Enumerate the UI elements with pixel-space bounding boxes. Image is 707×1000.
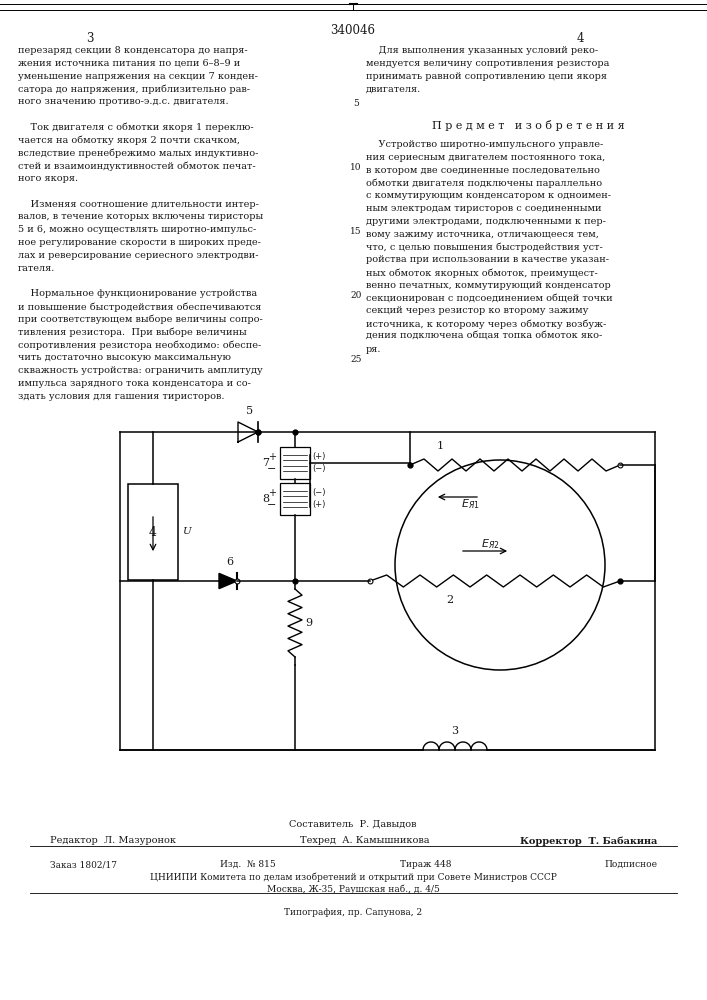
- Text: здать условия для гашения тиристоров.: здать условия для гашения тиристоров.: [18, 392, 225, 401]
- Text: −: −: [267, 500, 276, 510]
- Text: 6: 6: [226, 557, 233, 567]
- Text: гателя.: гателя.: [18, 264, 55, 273]
- Text: +: +: [268, 452, 276, 462]
- Text: мендуется величину сопротивления резистора: мендуется величину сопротивления резисто…: [366, 59, 609, 68]
- Text: ного значению противо-э.д.с. двигателя.: ного значению противо-э.д.с. двигателя.: [18, 97, 228, 106]
- Text: чается на обмотку якоря 2 почти скачком,: чается на обмотку якоря 2 почти скачком,: [18, 136, 240, 145]
- Text: лах и реверсирование сериесного электродви-: лах и реверсирование сериесного электрод…: [18, 251, 259, 260]
- Text: 10: 10: [350, 163, 362, 172]
- Text: тивления резистора.  При выборе величины: тивления резистора. При выборе величины: [18, 328, 247, 337]
- Text: с коммутирующим конденсатором к одноимен-: с коммутирующим конденсатором к одноимен…: [366, 191, 611, 200]
- Text: Нормальное функционирование устройства: Нормальное функционирование устройства: [18, 289, 257, 298]
- Text: 9: 9: [305, 618, 312, 628]
- Text: 4: 4: [576, 32, 584, 45]
- Text: 5: 5: [247, 406, 254, 416]
- Text: 1: 1: [436, 441, 443, 451]
- Text: скважность устройства: ограничить амплитуду: скважность устройства: ограничить амплит…: [18, 366, 263, 375]
- Text: 20: 20: [350, 291, 362, 300]
- Text: $E_{Я1}$: $E_{Я1}$: [461, 497, 479, 511]
- Text: валов, в течение которых включены тиристоры: валов, в течение которых включены тирист…: [18, 212, 263, 221]
- Text: другими электродами, подключенными к пер-: другими электродами, подключенными к пер…: [366, 217, 606, 226]
- Text: $E_{Я2}$: $E_{Я2}$: [481, 537, 499, 551]
- Polygon shape: [238, 422, 258, 442]
- Text: ного якоря.: ного якоря.: [18, 174, 78, 183]
- Text: (+): (+): [312, 500, 325, 510]
- Text: Заказ 1802/17: Заказ 1802/17: [50, 860, 117, 869]
- Text: сатора до напряжения, приблизительно рав-: сатора до напряжения, приблизительно рав…: [18, 84, 250, 94]
- Text: чить достаточно высокую максимальную: чить достаточно высокую максимальную: [18, 353, 231, 362]
- Text: 8: 8: [262, 494, 269, 504]
- Text: −: −: [267, 464, 276, 474]
- Text: Изд.  № 815: Изд. № 815: [220, 860, 276, 869]
- Text: ния сериесным двигателем постоянного тока,: ния сериесным двигателем постоянного ток…: [366, 153, 605, 162]
- Text: дения подключена общая топка обмоток яко-: дения подключена общая топка обмоток яко…: [366, 332, 602, 341]
- Bar: [128, 484, 178, 580]
- Text: Для выполнения указанных условий реко-: Для выполнения указанных условий реко-: [366, 46, 598, 55]
- Text: 5: 5: [353, 99, 359, 108]
- Text: жения источника питания по цепи 6–8–9 и: жения источника питания по цепи 6–8–9 и: [18, 59, 240, 68]
- Text: Корректор  Т. Бабакина: Корректор Т. Бабакина: [520, 836, 657, 846]
- Text: Изменяя соотношение длительности интер-: Изменяя соотношение длительности интер-: [18, 200, 259, 209]
- Text: вому зажиму источника, отличающееся тем,: вому зажиму источника, отличающееся тем,: [366, 230, 599, 239]
- Text: источника, к которому через обмотку возбуж-: источника, к которому через обмотку возб…: [366, 319, 606, 329]
- Text: Подписное: Подписное: [604, 860, 657, 869]
- Text: 15: 15: [350, 227, 362, 236]
- Text: Редактор  Л. Мазуронок: Редактор Л. Мазуронок: [50, 836, 176, 845]
- Text: обмотки двигателя подключены параллельно: обмотки двигателя подключены параллельно: [366, 178, 602, 188]
- Text: Ток двигателя с обмотки якоря 1 переклю-: Ток двигателя с обмотки якоря 1 переклю-: [18, 123, 254, 132]
- Text: уменьшение напряжения на секции 7 конден-: уменьшение напряжения на секции 7 конден…: [18, 72, 258, 81]
- Text: ных обмоток якорных обмоток, преимущест-: ных обмоток якорных обмоток, преимущест-: [366, 268, 597, 277]
- Text: ройства при использовании в качестве указан-: ройства при использовании в качестве ука…: [366, 255, 609, 264]
- Text: и повышение быстродействия обеспечиваются: и повышение быстродействия обеспечиваютс…: [18, 302, 262, 312]
- Text: П р е д м е т   и з о б р е т е н и я: П р е д м е т и з о б р е т е н и я: [432, 120, 624, 131]
- Text: Составитель  Р. Давыдов: Составитель Р. Давыдов: [289, 820, 416, 829]
- Text: ЦНИИПИ Комитета по делам изобретений и открытий при Совете Министров СССР: ЦНИИПИ Комитета по делам изобретений и о…: [150, 873, 556, 882]
- Text: вследствие пренебрежимо малых индуктивно-: вследствие пренебрежимо малых индуктивно…: [18, 148, 258, 158]
- Text: 3: 3: [86, 32, 94, 45]
- Text: +: +: [268, 488, 276, 498]
- Text: 5 и 6, можно осуществлять широтно-импульс-: 5 и 6, можно осуществлять широтно-импуль…: [18, 225, 256, 234]
- Text: при соответствующем выборе величины сопро-: при соответствующем выборе величины сопр…: [18, 315, 263, 324]
- Text: Москва, Ж-35, Раушская наб., д. 4/5: Москва, Ж-35, Раушская наб., д. 4/5: [267, 885, 440, 894]
- Text: Устройство широтно-импульсного управле-: Устройство широтно-импульсного управле-: [366, 140, 603, 149]
- Text: секций через резистор ко второму зажиму: секций через резистор ко второму зажиму: [366, 306, 588, 315]
- Text: ря.: ря.: [366, 345, 382, 354]
- Text: 7: 7: [262, 458, 269, 468]
- Text: 4: 4: [149, 526, 157, 538]
- Text: Типография, пр. Сапунова, 2: Типография, пр. Сапунова, 2: [284, 908, 422, 917]
- Text: 3: 3: [452, 726, 459, 736]
- Text: (−): (−): [312, 488, 325, 497]
- Text: ным электродам тиристоров с соединенными: ным электродам тиристоров с соединенными: [366, 204, 602, 213]
- Text: (+): (+): [312, 452, 325, 462]
- Text: Техред  А. Камышникова: Техред А. Камышникова: [300, 836, 429, 845]
- Text: в котором две соединенные последовательно: в котором две соединенные последовательн…: [366, 166, 600, 175]
- Text: секционирован с подсоединением общей точки: секционирован с подсоединением общей точ…: [366, 294, 613, 303]
- Bar: [280, 447, 310, 479]
- Text: двигателя.: двигателя.: [366, 84, 421, 93]
- Bar: [280, 483, 310, 515]
- Text: что, с целью повышения быстродействия уст-: что, с целью повышения быстродействия ус…: [366, 242, 603, 252]
- Text: стей и взаимоиндуктивностей обмоток печат-: стей и взаимоиндуктивностей обмоток печа…: [18, 161, 256, 171]
- Text: 25: 25: [350, 355, 362, 364]
- Text: перезаряд секции 8 конденсатора до напря-: перезаряд секции 8 конденсатора до напря…: [18, 46, 247, 55]
- Text: U: U: [182, 528, 191, 536]
- Text: ное регулирование скорости в широких преде-: ное регулирование скорости в широких пре…: [18, 238, 261, 247]
- Polygon shape: [219, 573, 237, 589]
- Text: сопротивления резистора необходимо: обеспе-: сопротивления резистора необходимо: обес…: [18, 340, 262, 350]
- Text: 2: 2: [446, 595, 454, 605]
- Text: венно печатных, коммутирующий конденсатор: венно печатных, коммутирующий конденсато…: [366, 281, 611, 290]
- Text: 340046: 340046: [330, 24, 375, 37]
- Text: принимать равной сопротивлению цепи якоря: принимать равной сопротивлению цепи якор…: [366, 72, 607, 81]
- Text: Тираж 448: Тираж 448: [400, 860, 452, 869]
- Text: (−): (−): [312, 464, 325, 474]
- Text: импульса зарядного тока конденсатора и со-: импульса зарядного тока конденсатора и с…: [18, 379, 251, 388]
